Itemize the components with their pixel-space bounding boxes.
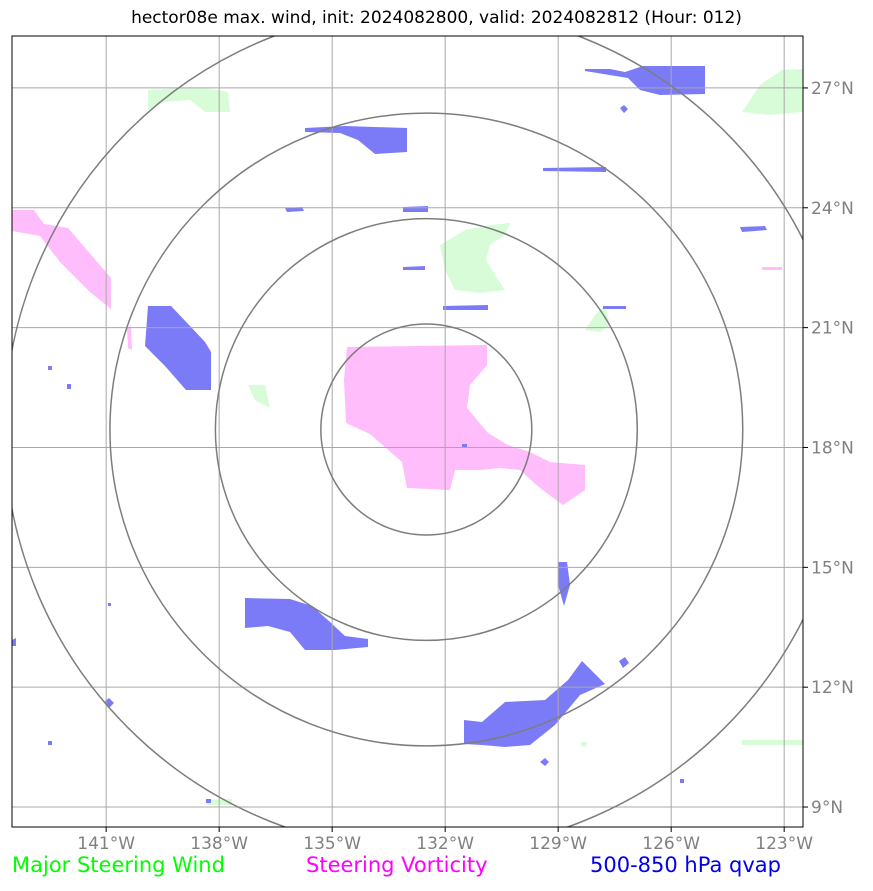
range-ring	[109, 112, 744, 747]
lat-tick-label: 27°N	[811, 79, 854, 99]
range-ring	[214, 217, 639, 642]
lat-lon-grid	[12, 36, 803, 827]
lat-tick-label: 21°N	[811, 319, 854, 339]
legend-major-steering-wind: Major Steering Wind	[12, 853, 225, 877]
lat-tick-label: 15°N	[811, 558, 854, 578]
lon-tick-label: 129°W	[529, 834, 587, 854]
longitude-tick-labels: 141°W 138°W 135°W 132°W 129°W 126°W 123°W	[77, 834, 813, 854]
range-rings	[12, 36, 803, 827]
legend-qvap: 500-850 hPa qvap	[590, 853, 781, 877]
map-title: hector08e max. wind, init: 2024082800, v…	[131, 8, 742, 28]
lat-tick-label: 24°N	[811, 199, 854, 219]
latitude-tick-labels: 9°N 12°N 15°N 18°N 21°N 24°N 27°N	[811, 79, 854, 818]
lon-tick-label: 141°W	[77, 834, 135, 854]
range-ring	[320, 323, 533, 536]
lat-tick-label: 18°N	[811, 438, 854, 458]
lon-tick-label: 135°W	[303, 834, 361, 854]
lon-tick-label: 138°W	[190, 834, 248, 854]
steering-vorticity-areas	[12, 210, 782, 505]
plot-frame	[11, 35, 804, 828]
lat-tick-label: 12°N	[811, 678, 854, 698]
lat-tick-label: 9°N	[811, 798, 843, 818]
axis-tick-marks	[105, 87, 808, 832]
legend-steering-vorticity: Steering Vorticity	[306, 853, 488, 877]
lon-tick-label: 123°W	[755, 834, 813, 854]
lon-tick-label: 132°W	[416, 834, 474, 854]
lon-tick-label: 126°W	[642, 834, 700, 854]
qvap-areas	[12, 66, 767, 803]
